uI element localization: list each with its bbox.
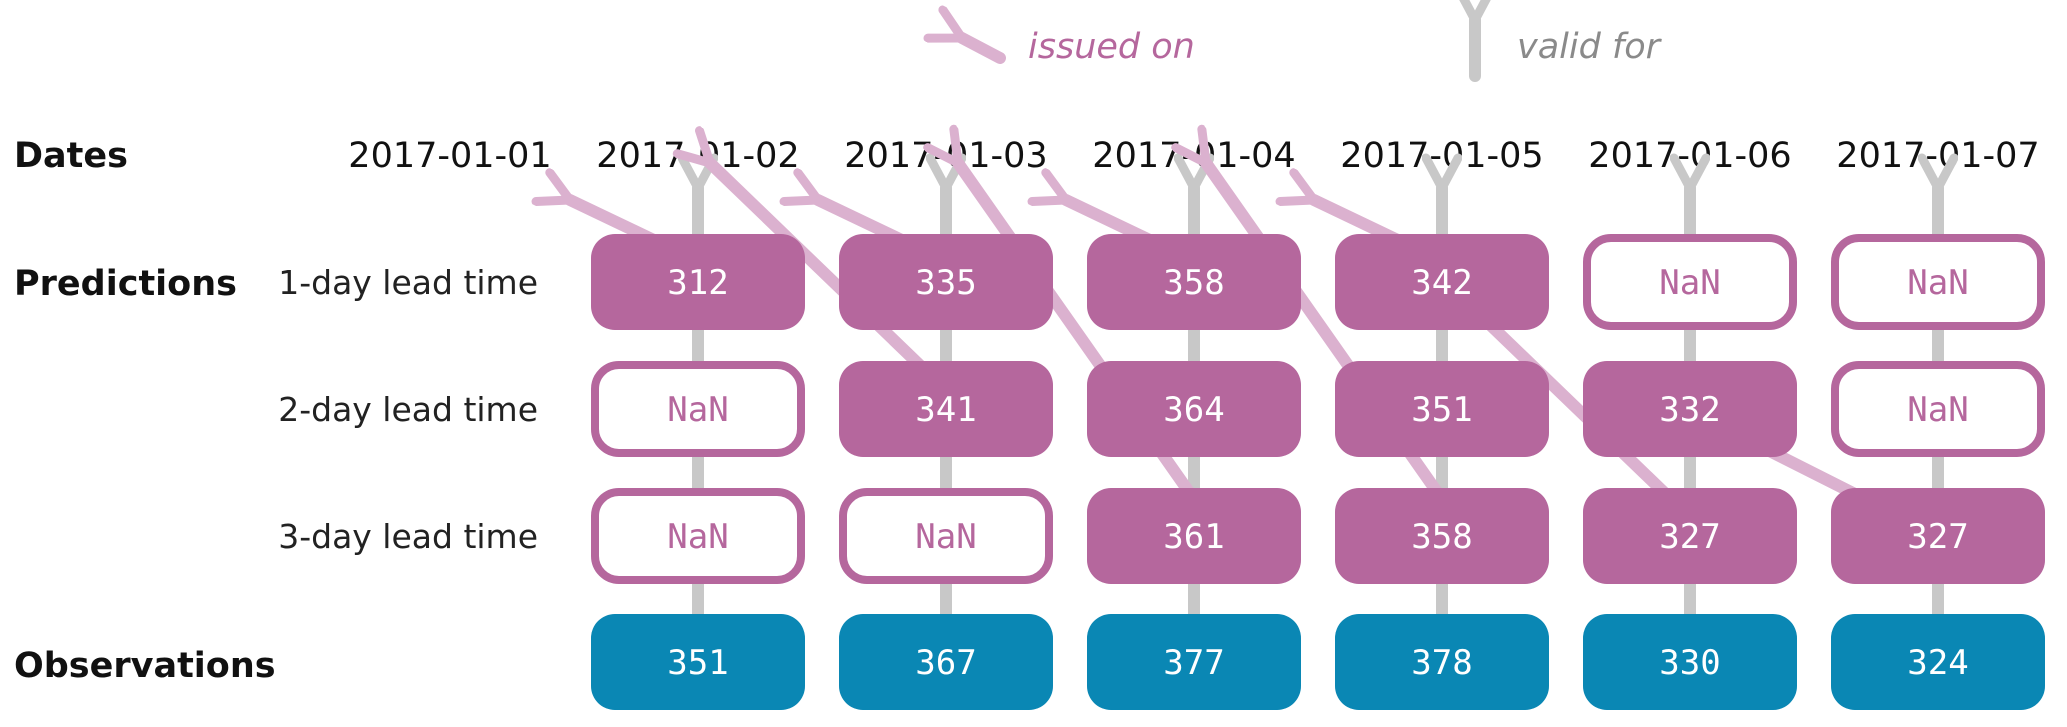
observation-cell: 330: [1583, 614, 1797, 710]
date-label: 2017-01-03: [844, 136, 1047, 176]
prediction-cell: 342: [1335, 234, 1549, 330]
prediction-cell: 358: [1335, 488, 1549, 584]
prediction-cell: 361: [1087, 488, 1301, 584]
cell-value: NaN: [667, 517, 728, 557]
cell-value: NaN: [1907, 390, 1968, 430]
observation-cell: 378: [1335, 614, 1549, 710]
lead-time-label-1: 1-day lead time: [278, 263, 538, 302]
cell-value: 358: [1163, 263, 1224, 303]
prediction-cell: 312: [591, 234, 805, 330]
issued-on-legend-arrow-icon: [962, 38, 1006, 64]
cell-value: 312: [667, 263, 728, 303]
cell-value: 351: [1411, 390, 1472, 430]
cell-value: 341: [915, 390, 976, 430]
date-label: 2017-01-02: [596, 136, 799, 176]
valid-for-legend-label: valid for: [1517, 27, 1663, 67]
observation-cell: 377: [1087, 614, 1301, 710]
date-label: 2017-01-06: [1588, 136, 1791, 176]
cell-value: 327: [1659, 517, 1720, 557]
prediction-cell: NaN: [591, 361, 805, 457]
lead-time-label-2: 2-day lead time: [278, 390, 538, 429]
cell-value: 351: [667, 643, 728, 683]
cell-value: 377: [1163, 643, 1224, 683]
date-label: 2017-01-07: [1836, 136, 2039, 176]
cell-value: NaN: [915, 517, 976, 557]
prediction-cell: NaN: [1831, 234, 2045, 330]
cells-layer: 312 335 358 342 NaN NaN NaN 341 364 351 332 NaN NaN N…: [591, 234, 2045, 710]
observation-cell: 367: [839, 614, 1053, 710]
cell-value: 358: [1411, 517, 1472, 557]
lead-time-label-3: 3-day lead time: [278, 517, 538, 556]
prediction-cell: 341: [839, 361, 1053, 457]
prediction-cell: 327: [1583, 488, 1797, 584]
cell-value: 361: [1163, 517, 1224, 557]
cell-value: 330: [1659, 643, 1720, 683]
cell-value: NaN: [1907, 263, 1968, 303]
cell-value: 324: [1907, 643, 1968, 683]
cell-value: 335: [915, 263, 976, 303]
prediction-cell: NaN: [839, 488, 1053, 584]
prediction-cell: NaN: [591, 488, 805, 584]
cell-value: 367: [915, 643, 976, 683]
issued-on-legend-label: issued on: [1028, 27, 1195, 67]
observation-cell: 351: [591, 614, 805, 710]
date-labels: 2017-01-01 2017-01-02 2017-01-03 2017-01…: [348, 136, 2039, 176]
date-label: 2017-01-05: [1340, 136, 1543, 176]
prediction-cell: 335: [839, 234, 1053, 330]
cell-value: 364: [1163, 390, 1224, 430]
dates-heading: Dates: [14, 136, 128, 176]
cell-value: 332: [1659, 390, 1720, 430]
observation-cell: 324: [1831, 614, 2045, 710]
legend: issued on valid for: [962, 20, 1663, 82]
prediction-cell: 327: [1831, 488, 2045, 584]
prediction-cell: 351: [1335, 361, 1549, 457]
prediction-cell: NaN: [1831, 361, 2045, 457]
prediction-cell: 358: [1087, 234, 1301, 330]
observations-heading: Observations: [14, 646, 276, 686]
prediction-cell: NaN: [1583, 234, 1797, 330]
prediction-cell: 332: [1583, 361, 1797, 457]
date-label: 2017-01-01: [348, 136, 551, 176]
date-label: 2017-01-04: [1092, 136, 1295, 176]
cell-value: NaN: [1659, 263, 1720, 303]
cell-value: NaN: [667, 390, 728, 430]
cell-value: 378: [1411, 643, 1472, 683]
prediction-cell: 364: [1087, 361, 1301, 457]
cell-value: 342: [1411, 263, 1472, 303]
predictions-heading: Predictions: [14, 264, 237, 304]
cell-value: 327: [1907, 517, 1968, 557]
